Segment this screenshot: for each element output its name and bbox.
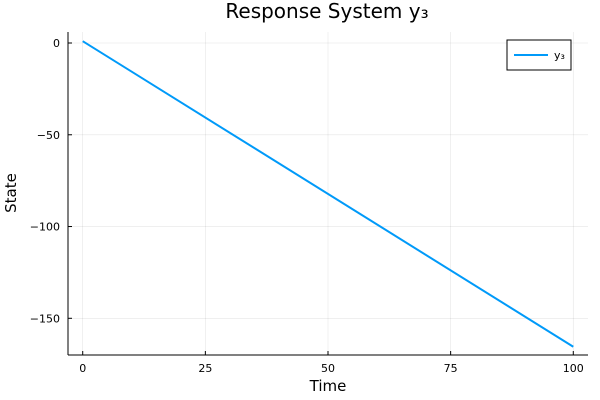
y-tick-label: 0: [53, 37, 60, 50]
y-tick-label: −50: [37, 129, 60, 142]
legend: y₃: [506, 39, 572, 71]
chart-title: Response System y₃: [225, 0, 428, 23]
x-axis-label: Time: [309, 377, 347, 395]
y-tick-label: −100: [30, 221, 60, 234]
series-line: [82, 40, 574, 348]
y-tick-label: −150: [30, 312, 60, 325]
x-tick-label: 50: [321, 362, 335, 375]
series-layer: [82, 40, 574, 348]
grid: [68, 32, 588, 355]
x-tick-label: 75: [444, 362, 458, 375]
y-axis-label: State: [2, 173, 20, 213]
legend-label: y₃: [554, 49, 565, 62]
x-tick-label: 100: [563, 362, 584, 375]
x-tick-label: 25: [198, 362, 212, 375]
x-tick-label: 0: [79, 362, 86, 375]
axis-ticks: 0 25 50 75 100 0 −50 −100 −150: [30, 37, 584, 375]
